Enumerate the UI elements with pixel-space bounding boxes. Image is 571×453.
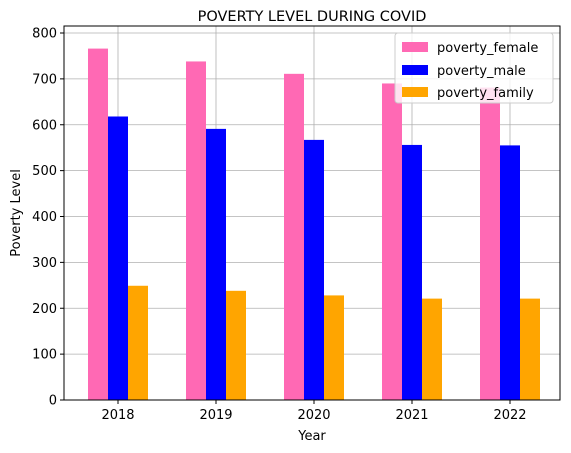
y-tick-label: 100 xyxy=(32,348,57,363)
legend-swatch-family xyxy=(402,87,428,97)
x-tick-label: 2022 xyxy=(493,408,526,423)
legend-label-female: poverty_female xyxy=(437,41,538,56)
bar-poverty-male-2020 xyxy=(304,140,324,400)
y-tick-label: 600 xyxy=(32,118,57,133)
legend-label-family: poverty_family xyxy=(437,86,534,101)
y-tick-label: 700 xyxy=(32,72,57,87)
x-axis-ticks: 2018 2019 2020 2021 2022 xyxy=(101,400,526,423)
x-tick-label: 2018 xyxy=(101,408,134,423)
bar-poverty-female-2020 xyxy=(284,74,304,400)
bar-poverty-family-2018 xyxy=(128,286,148,400)
legend: poverty_female poverty_male poverty_fami… xyxy=(395,33,553,103)
bar-poverty-female-2022 xyxy=(480,88,500,400)
y-tick-label: 400 xyxy=(32,210,57,225)
y-tick-label: 800 xyxy=(32,27,57,42)
y-tick-label: 500 xyxy=(32,164,57,179)
y-tick-label: 300 xyxy=(32,256,57,271)
legend-swatch-female xyxy=(402,42,428,52)
y-axis-title: Poverty Level xyxy=(9,169,24,257)
bar-poverty-male-2018 xyxy=(108,116,128,400)
bar-poverty-male-2021 xyxy=(402,145,422,400)
x-axis-title: Year xyxy=(297,429,326,444)
x-tick-label: 2021 xyxy=(395,408,428,423)
bar-poverty-male-2022 xyxy=(500,145,520,400)
y-axis-ticks: 0 100 200 300 400 500 600 700 800 xyxy=(32,27,64,409)
bar-poverty-female-2021 xyxy=(382,83,402,400)
x-tick-label: 2020 xyxy=(297,408,330,423)
y-tick-label: 0 xyxy=(49,394,57,409)
bar-poverty-female-2018 xyxy=(88,49,108,400)
bar-poverty-female-2019 xyxy=(186,61,206,400)
chart-title: POVERTY LEVEL DURING COVID xyxy=(198,9,427,25)
bar-poverty-family-2020 xyxy=(324,295,344,400)
bar-poverty-family-2021 xyxy=(422,299,442,400)
bar-poverty-male-2019 xyxy=(206,129,226,400)
legend-swatch-male xyxy=(402,65,428,75)
bar-poverty-family-2019 xyxy=(226,291,246,400)
bar-poverty-family-2022 xyxy=(520,299,540,400)
x-tick-label: 2019 xyxy=(199,408,232,423)
y-tick-label: 200 xyxy=(32,302,57,317)
legend-label-male: poverty_male xyxy=(437,64,526,79)
